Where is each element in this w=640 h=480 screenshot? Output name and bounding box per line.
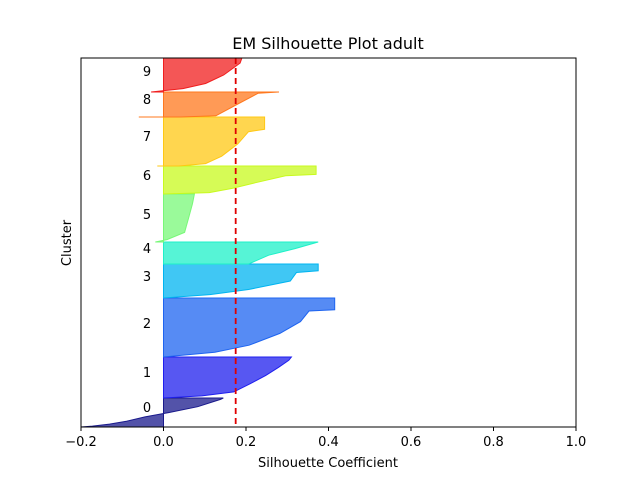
cluster-label-7: 7 — [143, 130, 151, 145]
cluster-label-9: 9 — [143, 65, 151, 80]
x-axis-ticks: −0.2 0.0 0.2 0.4 0.6 0.8 1.0 — [65, 427, 586, 450]
x-axis-title: Silhouette Coefficient — [258, 456, 398, 471]
cluster-label-8: 8 — [143, 93, 151, 108]
x-tick-label: 0.2 — [236, 435, 257, 450]
cluster-label-5: 5 — [143, 208, 151, 223]
silhouette-band-cluster-7 — [157, 116, 266, 167]
silhouette-band-cluster-6 — [163, 165, 317, 195]
x-tick-label: 1.0 — [566, 435, 587, 450]
cluster-label-6: 6 — [143, 169, 151, 184]
cluster-label-3: 3 — [143, 270, 151, 285]
silhouette-band-cluster-8 — [138, 91, 280, 118]
x-tick-label: 0.0 — [153, 435, 174, 450]
x-tick-label: 0.6 — [401, 435, 422, 450]
cluster-labels: 0 1 2 3 4 5 6 7 8 9 — [143, 65, 151, 416]
cluster-label-4: 4 — [143, 242, 151, 257]
cluster-label-0: 0 — [143, 401, 151, 416]
y-axis-title: Cluster — [60, 219, 75, 266]
x-tick-label: 0.4 — [318, 435, 339, 450]
cluster-label-2: 2 — [143, 317, 151, 332]
cluster-bands — [80, 57, 336, 428]
silhouette-band-cluster-5 — [155, 193, 196, 243]
silhouette-band-cluster-9 — [151, 57, 243, 93]
silhouette-band-cluster-4 — [163, 241, 319, 265]
x-tick-label: 0.8 — [483, 435, 504, 450]
chart-title: EM Silhouette Plot adult — [232, 34, 424, 53]
silhouette-band-cluster-1 — [163, 356, 293, 399]
cluster-label-1: 1 — [143, 366, 151, 381]
silhouette-band-cluster-3 — [163, 263, 319, 299]
x-tick-label: −0.2 — [65, 435, 97, 450]
silhouette-band-cluster-2 — [163, 297, 336, 358]
